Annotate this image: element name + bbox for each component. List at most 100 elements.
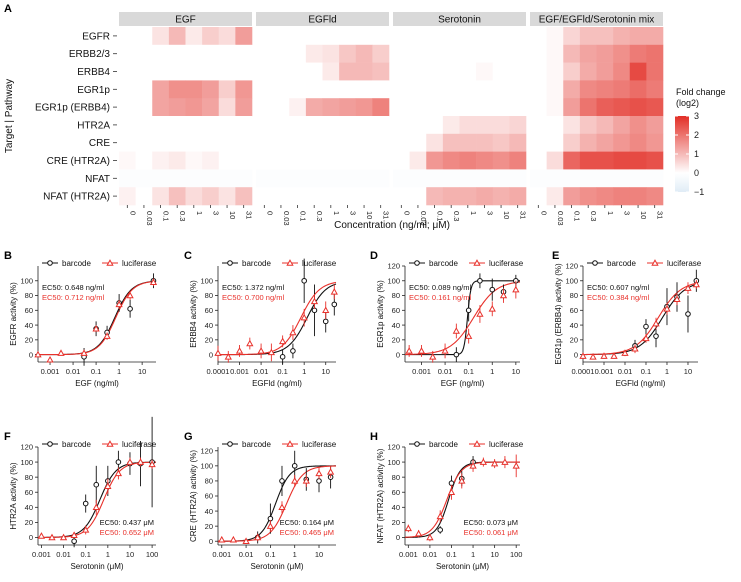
luciferase-point — [404, 524, 412, 532]
y-axis-title: EGFR activity (%) — [9, 282, 18, 346]
luciferase-point — [82, 526, 90, 533]
heatmap-cell — [168, 116, 186, 135]
ec50-barcode: EC50: 0.164 μM — [280, 518, 334, 527]
y-tick-label: 60 — [392, 306, 400, 315]
heatmap-y-title: Target | Pathway — [4, 79, 15, 153]
legend-title: (log2) — [676, 98, 699, 108]
legend-tick-label: 0 — [694, 168, 699, 178]
x-tick-label: 0.1 — [80, 550, 90, 559]
y-axis-title: EGR1p activity (%) — [376, 280, 385, 348]
y-tick-label: 20 — [25, 518, 33, 527]
x-tick-label: 0.1 — [91, 367, 101, 376]
luciferase-point — [417, 347, 426, 354]
heatmap-cell — [272, 133, 290, 152]
heatmap-cell — [459, 98, 477, 117]
heatmap-row-label: EGFR — [82, 31, 110, 42]
legend-barcode-marker — [592, 260, 598, 266]
heatmap-cell — [393, 62, 410, 81]
legend-D: barcode luciferase — [409, 259, 524, 268]
heatmap-cell — [409, 80, 427, 99]
panel-label-B: B — [4, 250, 12, 262]
heatmap-row-label: CRE (HTR2A) — [47, 156, 110, 167]
heatmap-cell — [256, 27, 273, 46]
heatmap-cell — [119, 187, 136, 206]
x-tick-label: 0.01 — [56, 550, 71, 559]
heatmap-col-label: 0.1 — [436, 211, 445, 221]
luciferase-point — [126, 458, 134, 465]
heatmap-cell — [563, 169, 581, 188]
y-tick-label: 80 — [392, 291, 400, 300]
heatmap-cell — [546, 169, 564, 188]
luciferase-point — [447, 488, 456, 495]
ec50-luciferase: EC50: 0.061 μM — [464, 528, 518, 537]
luciferase-point — [235, 347, 244, 354]
y-tick-label: 40 — [392, 503, 400, 512]
heatmap-cell — [372, 187, 390, 206]
legend-C: barcode luciferase — [222, 259, 337, 268]
legend-luciferase-marker — [106, 440, 114, 447]
x-axis-title: Serotonin (μM) — [70, 562, 123, 571]
legend-luciferase-marker — [473, 259, 481, 266]
heatmap-cell — [235, 169, 253, 188]
y-tick-label: 120 — [387, 443, 400, 452]
heatmap-cell — [579, 116, 597, 135]
luciferase-point — [330, 288, 338, 295]
heatmap-cell — [256, 187, 273, 206]
luciferase-point — [59, 533, 68, 541]
heatmap-cell — [185, 151, 203, 170]
y-tick-label: 20 — [570, 336, 578, 345]
luciferase-point — [692, 280, 700, 288]
ec50-barcode: EC50: 0.437 μM — [100, 518, 154, 527]
heatmap-cell — [530, 27, 547, 46]
heatmap-cell — [289, 187, 307, 206]
y-tick-label: 20 — [392, 518, 400, 527]
heatmap-cell — [476, 80, 494, 99]
heatmap-cell — [135, 98, 153, 117]
luciferase-point — [476, 310, 484, 317]
heatmap-cell — [218, 116, 236, 135]
barcode-point — [71, 538, 77, 545]
ec50-luciferase: EC50: 0.384 ng/ml — [587, 293, 649, 302]
x-tick-label: 100 — [510, 550, 523, 559]
heatmap-cell — [218, 80, 236, 99]
heatmap-cell — [442, 44, 460, 63]
y-tick-label: 80 — [205, 291, 213, 300]
heatmap-cell — [256, 151, 273, 170]
luciferase-point — [315, 469, 323, 477]
luciferase-fit-curve — [38, 280, 157, 356]
facet: Serotonin 0 0.03 0.1 0.3 1 3 10 31 — [393, 12, 528, 226]
legend-barcode-marker — [47, 441, 53, 447]
heatmap-cell — [202, 80, 220, 99]
heatmap-cell — [322, 62, 340, 81]
heatmap-cell — [613, 62, 631, 81]
barcode-point — [301, 277, 307, 284]
heatmap-cell — [272, 169, 290, 188]
heatmap-row-label: NFAT (HTR2A) — [43, 192, 110, 203]
heatmap-cell — [119, 98, 136, 117]
y-tick-label: 40 — [25, 503, 33, 512]
heatmap-cell — [409, 116, 427, 135]
heatmap-cell — [426, 169, 444, 188]
heatmap-cell — [272, 80, 290, 99]
ec50-luciferase: EC50: 0.465 μM — [280, 528, 334, 537]
heatmap-cell — [372, 98, 390, 117]
heatmap-cell — [563, 27, 581, 46]
ec50-luciferase: EC50: 0.712 ng/ml — [42, 293, 104, 302]
heatmap-cell — [409, 62, 427, 81]
x-tick-label: 1 — [302, 367, 306, 376]
luciferase-point — [302, 477, 310, 484]
heatmap-cell — [459, 116, 477, 135]
heatmap-col-label: 1 — [195, 211, 204, 215]
heatmap-cell — [185, 169, 203, 188]
ec50-barcode: EC50: 0.648 ng/ml — [42, 283, 104, 292]
heatmap-cell — [289, 151, 307, 170]
heatmap-cell — [218, 187, 236, 206]
y-tick-label: 40 — [570, 321, 578, 330]
ec50-barcode: EC50: 1.372 ng/ml — [222, 283, 284, 292]
heatmap-cell — [119, 116, 136, 135]
legend-label: barcode — [607, 259, 636, 268]
heatmap-cell — [185, 44, 203, 63]
heatmap-cell — [426, 133, 444, 152]
luciferase-point — [242, 537, 250, 544]
barcode-point — [322, 318, 329, 325]
